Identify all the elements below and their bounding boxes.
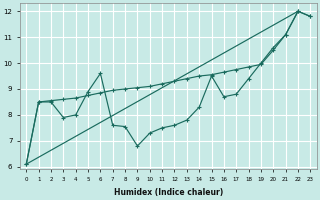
X-axis label: Humidex (Indice chaleur): Humidex (Indice chaleur) <box>114 188 223 197</box>
